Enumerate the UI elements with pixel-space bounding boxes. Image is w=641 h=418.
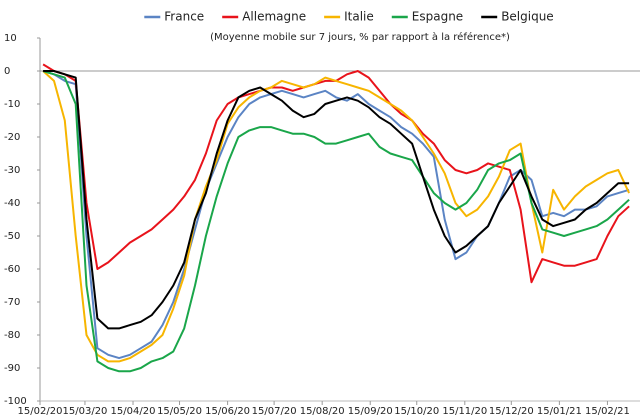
legend-label: Belgique (501, 10, 554, 24)
y-tick-label: -60 (4, 264, 20, 275)
y-tick-label: 10 (4, 33, 17, 44)
x-tick-label: 15/09/20 (348, 406, 393, 417)
x-tick-label: 15/06/20 (205, 406, 250, 417)
y-tick-label: -20 (4, 132, 20, 143)
x-tick-label: 15/11/20 (442, 406, 487, 417)
x-tick-label: 15/03/20 (63, 406, 108, 417)
legend-label: Espagne (412, 10, 463, 24)
x-tick-label: 15/04/20 (111, 406, 156, 417)
x-tick-label: 15/10/20 (394, 406, 439, 417)
y-tick-label: 0 (4, 66, 10, 77)
series-line (43, 70, 630, 330)
y-tick-label: -90 (4, 363, 20, 374)
y-tick-label: -10 (4, 99, 20, 110)
y-tick-label: -70 (4, 297, 20, 308)
x-tick-label: 15/05/20 (157, 406, 202, 417)
x-tick-label: 15/07/20 (252, 406, 297, 417)
x-tick-label: 15/08/20 (300, 406, 345, 417)
y-tick-label: -50 (4, 231, 20, 242)
chart-subtitle: (Moyenne mobile sur 7 jours, % par rappo… (210, 31, 510, 43)
series-line (42, 70, 630, 360)
series-line (42, 70, 630, 373)
y-tick-label: -80 (4, 330, 20, 341)
legend-label: France (164, 10, 204, 24)
x-tick-label: 15/02/21 (585, 406, 630, 417)
y-tick-label: -100 (4, 396, 27, 407)
y-tick-label: -40 (4, 198, 20, 209)
x-tick-label: 15/12/20 (489, 406, 534, 417)
legend-label: Italie (344, 10, 374, 24)
x-tick-label: 15/02/20 (18, 406, 63, 417)
x-tick-label: 15/01/21 (537, 406, 582, 417)
y-tick-label: -30 (4, 165, 20, 176)
legend-label: Allemagne (242, 10, 306, 24)
